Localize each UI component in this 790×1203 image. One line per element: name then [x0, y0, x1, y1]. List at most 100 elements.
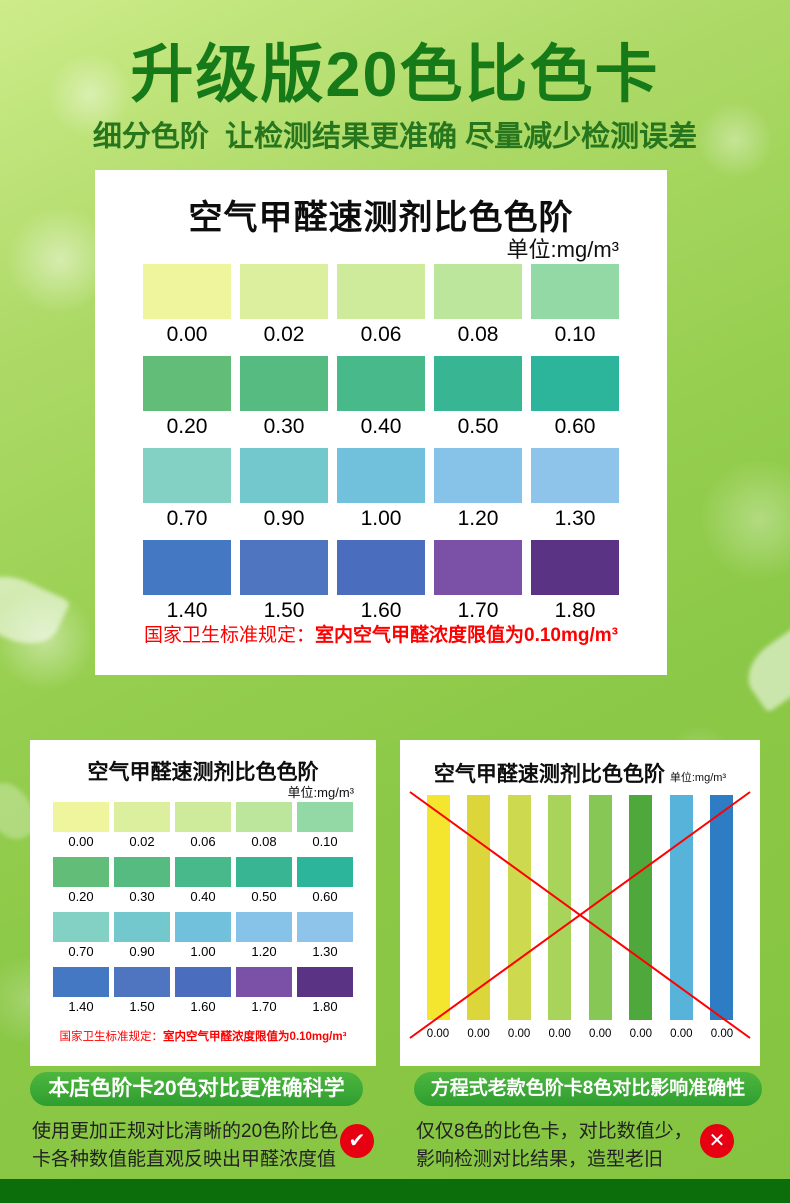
color-swatch — [240, 448, 328, 503]
color-swatch — [143, 264, 231, 319]
description-line: 使用更加正规对比清晰的20色阶比色 — [32, 1121, 339, 1142]
swatch-cell: 1.20 — [434, 448, 522, 537]
main-card-unit-label: 单位:mg/m³ — [506, 237, 619, 262]
swatch-cell: 0.60 — [531, 356, 619, 445]
swatch-value: 1.20 — [457, 507, 499, 530]
swatch-row: 0.20 0.30 0.40 0.50 0.60 — [143, 356, 619, 445]
swatch-value: 0.10 — [554, 323, 596, 346]
bar-value: 0.00 — [548, 1028, 571, 1040]
swatch-cell: 1.70 — [434, 540, 522, 629]
swatch-cell: 1.30 — [297, 912, 353, 962]
swatch-value: 0.90 — [129, 944, 155, 959]
color-swatch — [297, 802, 353, 832]
color-bar — [669, 795, 693, 1020]
swatch-value: 1.70 — [251, 999, 277, 1014]
color-swatch — [114, 857, 170, 887]
swatch-cell: 0.02 — [240, 264, 328, 353]
swatch-value: 0.40 — [190, 889, 216, 904]
bar-column: 0.00 — [663, 795, 699, 1040]
swatch-row: 0.00 0.02 0.06 0.08 0.10 — [53, 802, 353, 852]
color-swatch — [240, 540, 328, 595]
swatch-cell: 0.50 — [236, 857, 292, 907]
swatch-cell: 0.08 — [236, 802, 292, 852]
description-line: 卡各种数值能直观反映出甲醛浓度值 — [32, 1149, 337, 1170]
description-line: 仅仅8色的比色卡，对比数值少， — [416, 1121, 693, 1142]
swatch-value: 1.30 — [554, 507, 596, 530]
swatch-cell: 0.50 — [434, 356, 522, 445]
swatch-value: 1.00 — [360, 507, 402, 530]
swatch-cell: 1.60 — [175, 967, 231, 1017]
bar-column: 0.00 — [704, 795, 740, 1040]
swatch-cell: 1.40 — [53, 967, 109, 1017]
swatch-cell: 0.02 — [114, 802, 170, 852]
swatch-value: 0.60 — [312, 889, 338, 904]
swatch-value: 0.50 — [251, 889, 277, 904]
color-swatch — [175, 912, 231, 942]
swatch-cell: 0.40 — [175, 857, 231, 907]
swatch-value: 0.70 — [68, 944, 94, 959]
swatch-value: 1.50 — [263, 599, 305, 622]
bar-value: 0.00 — [467, 1028, 490, 1040]
color-swatch — [434, 448, 522, 503]
new-card-unit-label: 单位:mg/m³ — [287, 785, 354, 800]
bar-column: 0.00 — [542, 795, 578, 1040]
swatch-value: 1.20 — [251, 944, 277, 959]
swatch-cell: 1.20 — [236, 912, 292, 962]
swatch-cell: 0.10 — [531, 264, 619, 353]
color-swatch — [240, 264, 328, 319]
color-swatch — [53, 802, 109, 832]
old-card-badge: 方程式老款色阶卡8色对比影响准确性 — [414, 1072, 762, 1106]
swatch-cell: 0.10 — [297, 802, 353, 852]
swatch-value: 1.00 — [190, 944, 216, 959]
swatch-cell: 0.08 — [434, 264, 522, 353]
swatch-value: 0.00 — [166, 323, 208, 346]
new-color-chart-card: 空气甲醛速测剂比色色阶 单位:mg/m³ 0.00 0.02 0.06 0.08 0.1… — [30, 740, 376, 1066]
swatch-value: 0.06 — [190, 834, 216, 849]
new-swatch-grid: 0.00 0.02 0.06 0.08 0.10 0.20 0.30 0.40 0.50 0.60… — [53, 802, 353, 1022]
color-swatch — [143, 356, 231, 411]
swatch-value: 1.80 — [554, 599, 596, 622]
swatch-cell: 1.80 — [531, 540, 619, 629]
new-card-badge: 本店色阶卡20色对比更准确科学 — [30, 1072, 363, 1106]
color-swatch — [337, 448, 425, 503]
note-prefix: 国家卫生标准规定： — [59, 1031, 164, 1043]
bar-column: 0.00 — [582, 795, 618, 1040]
main-card-title: 空气甲醛速测剂比色色阶 — [188, 199, 574, 237]
bar-value: 0.00 — [710, 1028, 734, 1040]
color-swatch — [236, 857, 292, 887]
swatch-value: 0.00 — [68, 834, 94, 849]
color-swatch — [175, 857, 231, 887]
swatch-cell: 1.40 — [143, 540, 231, 629]
swatch-value: 0.08 — [457, 323, 499, 346]
color-swatch — [53, 967, 109, 997]
swatch-cell: 0.40 — [337, 356, 425, 445]
national-standard-note: 国家卫生标准规定：室内空气甲醛浓度限值为0.10mg/m³ — [95, 620, 667, 647]
old-card-description: 仅仅8色的比色卡，对比数值少， 影响检测对比结果，造型老旧 — [416, 1118, 706, 1174]
old-color-chart-card: 空气甲醛速测剂比色色阶 单位:mg/m³ 0.00 0.00 0.00 0.00 0.0… — [400, 740, 760, 1066]
swatch-value: 0.02 — [129, 834, 155, 849]
swatch-cell: 0.06 — [337, 264, 425, 353]
swatch-cell: 1.70 — [236, 967, 292, 1017]
color-swatch — [531, 448, 619, 503]
swatch-value: 0.40 — [360, 415, 402, 438]
bar-value: 0.00 — [629, 1028, 652, 1040]
color-swatch — [297, 857, 353, 887]
old-bar-chart: 0.00 0.00 0.00 0.00 0.00 0.00 0.00 0.00 — [420, 795, 740, 1040]
new-card-standard-note: 国家卫生标准规定：室内空气甲醛浓度限值为0.10mg/m³ — [30, 1028, 376, 1044]
swatch-row: 1.40 1.50 1.60 1.70 1.80 — [53, 967, 353, 1017]
swatch-value: 1.60 — [360, 599, 402, 622]
swatch-value: 0.02 — [263, 323, 305, 346]
bar-value: 0.00 — [426, 1028, 450, 1040]
swatch-row: 0.00 0.02 0.06 0.08 0.10 — [143, 264, 619, 353]
bar-column: 0.00 — [461, 795, 497, 1040]
color-swatch — [114, 802, 170, 832]
swatch-cell: 0.90 — [240, 448, 328, 537]
color-swatch — [114, 967, 170, 997]
swatch-cell: 0.70 — [53, 912, 109, 962]
swatch-cell: 0.00 — [53, 802, 109, 852]
bar-value: 0.00 — [507, 1028, 531, 1040]
color-swatch — [337, 356, 425, 411]
swatch-cell: 1.50 — [114, 967, 170, 1017]
swatch-value: 0.10 — [312, 834, 338, 849]
